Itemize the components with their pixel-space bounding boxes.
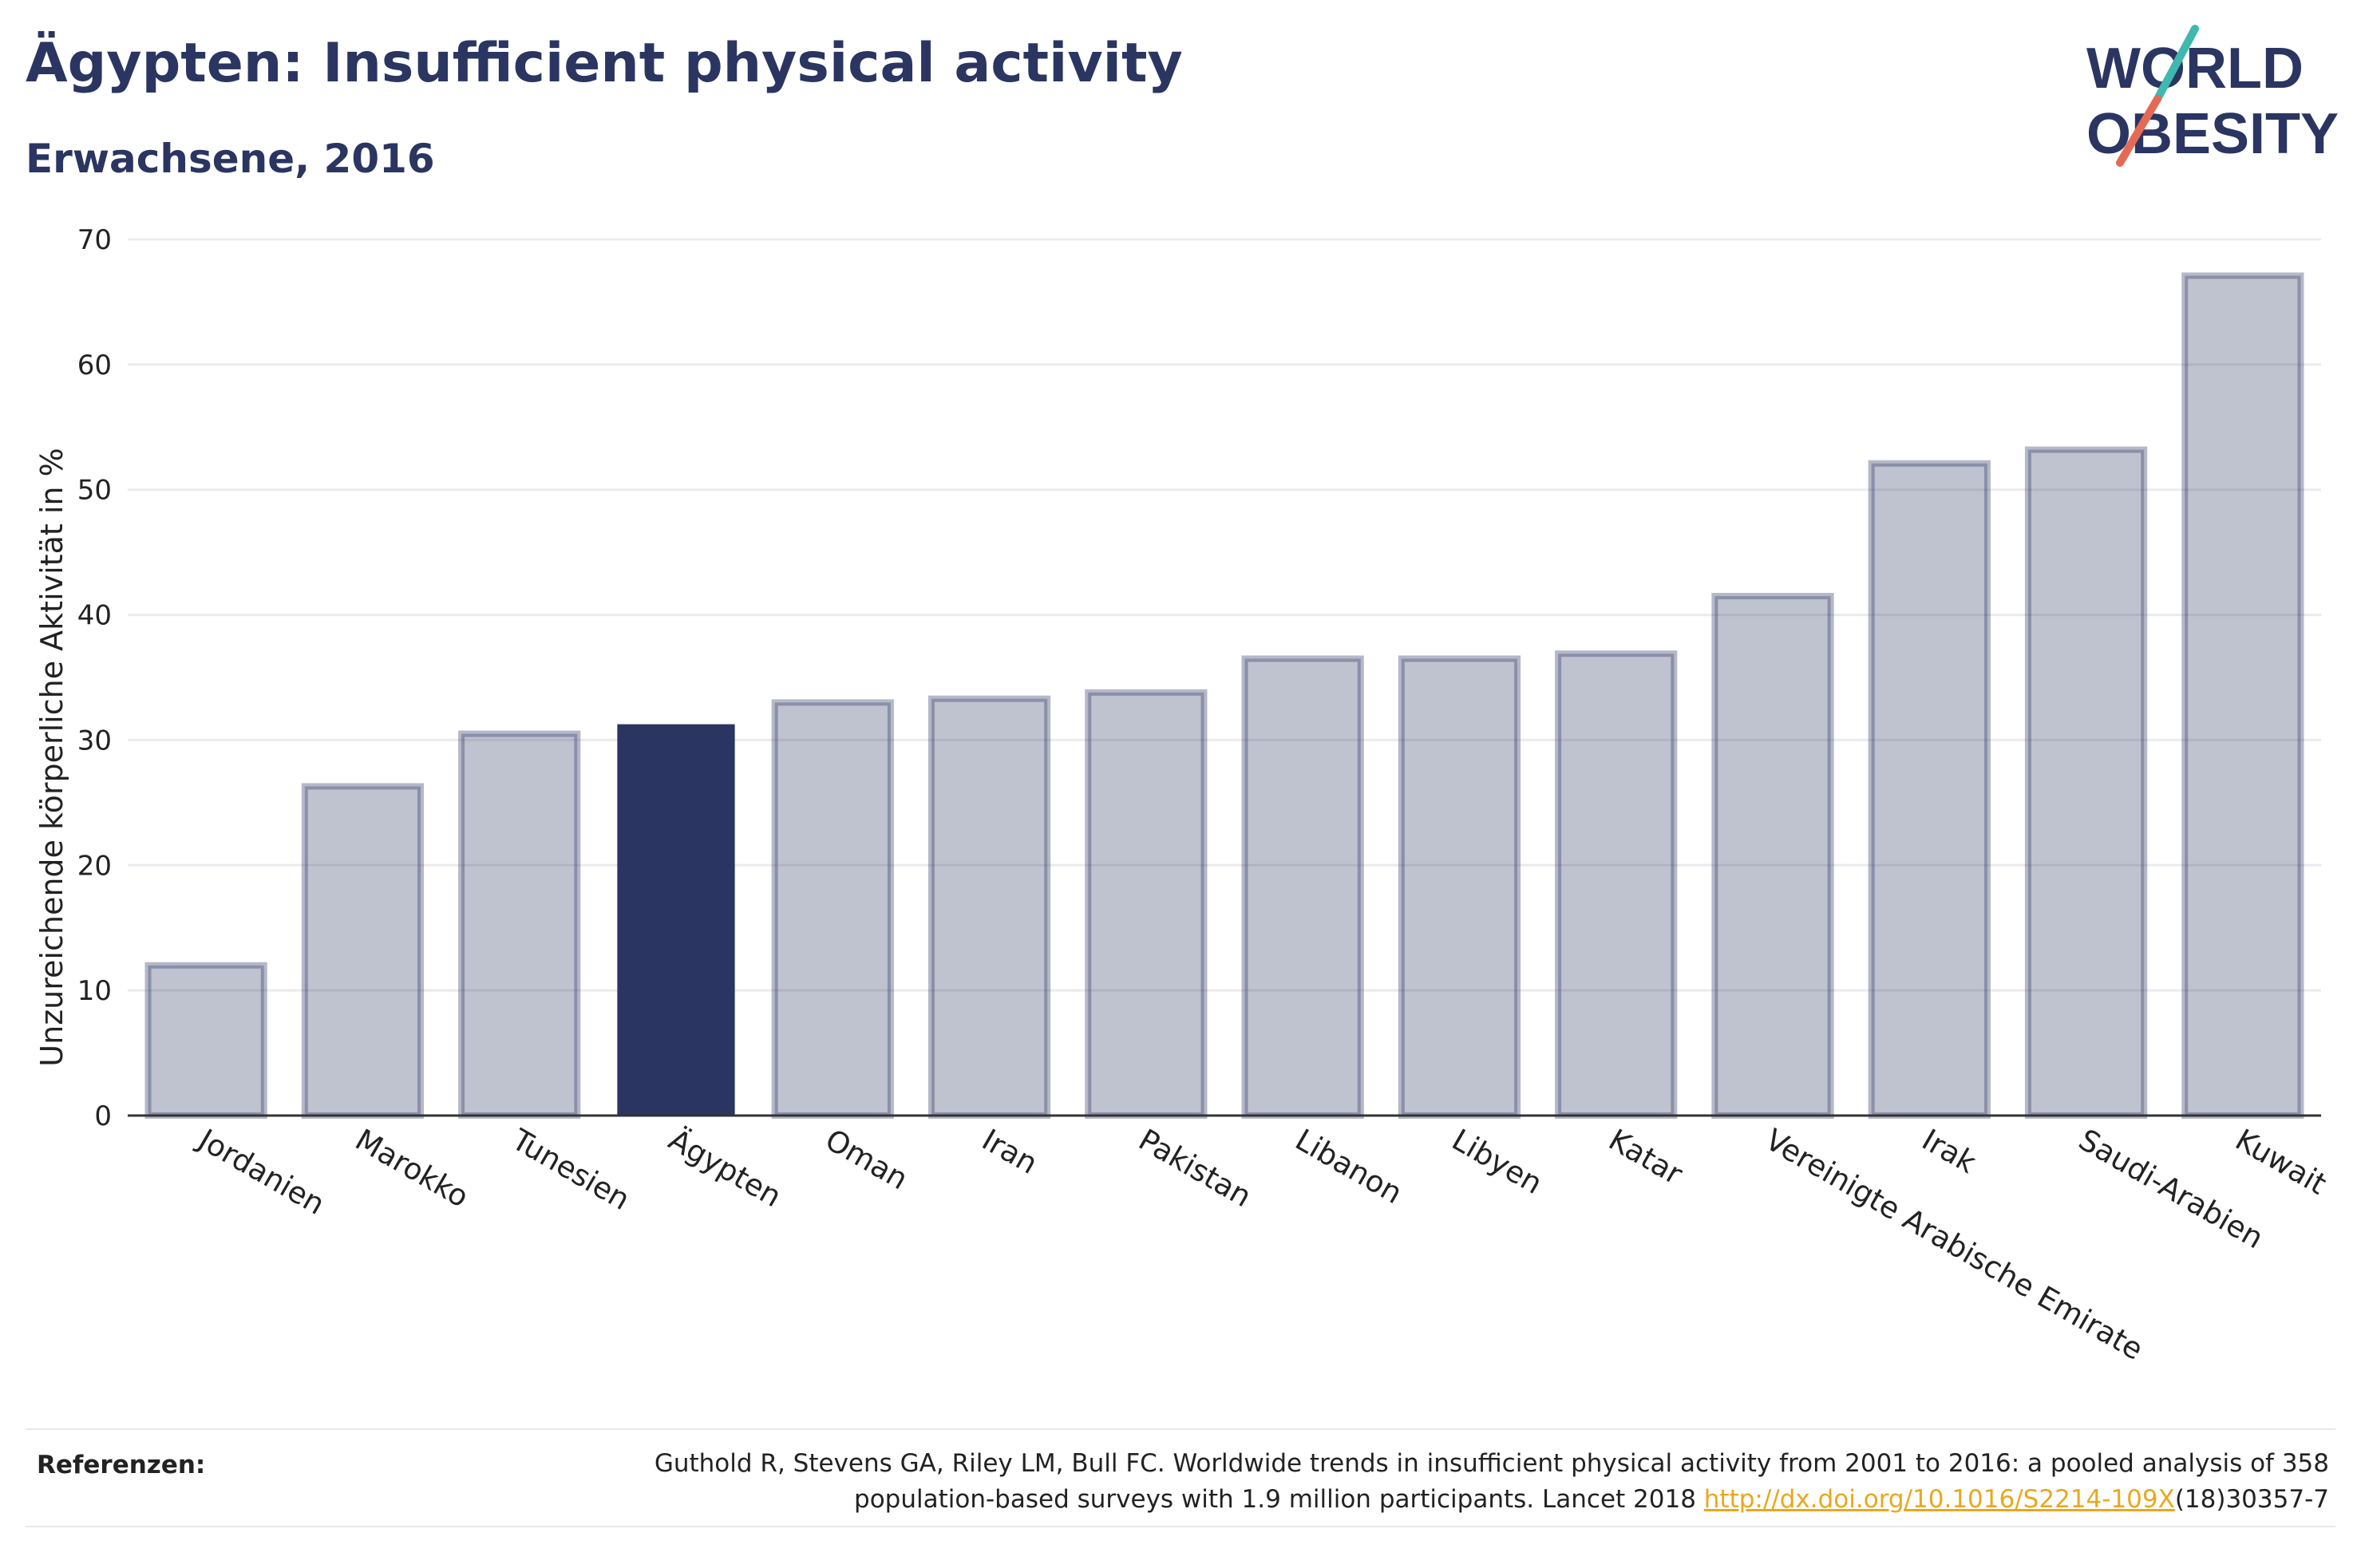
- reference-line-2-end: (18)30357-7: [2174, 1485, 2329, 1514]
- bar-vereinigte-arabische-emirate: [1711, 593, 1834, 1119]
- reference-line-1: Guthold R, Stevens GA, Riley LM, Bull FC…: [654, 1449, 2329, 1478]
- y-tick-label: 60: [77, 350, 112, 381]
- bar-saudi-arabien: [2024, 446, 2148, 1119]
- y-tick-label: 70: [77, 224, 112, 256]
- bar-libyen: [1398, 655, 1521, 1119]
- references-label: Referenzen:: [37, 1451, 206, 1479]
- x-tick-label: Libanon: [1290, 1123, 1408, 1211]
- bar-pakistan: [1085, 689, 1208, 1119]
- bar-tunesien: [458, 730, 581, 1119]
- x-tick-label: Oman: [820, 1123, 914, 1197]
- x-tick-label: Kuwait: [2229, 1123, 2332, 1202]
- reference-doi-link[interactable]: http://dx.doi.org/10.1016/S2214-109X: [1703, 1485, 2175, 1514]
- x-axis-labels: Jordanien Marokko Tunesien Ägypten Oman Iran P…: [192, 1122, 2332, 1367]
- x-tick-label: Libyen: [1446, 1123, 1548, 1201]
- x-tick-label: Katar: [1603, 1123, 1689, 1192]
- bar-marokko: [301, 783, 425, 1119]
- svg-text:WORLD: WORLD: [2086, 37, 2304, 101]
- y-axis-ticks: 0 10 20 30 40 50 60 70: [77, 224, 112, 1132]
- references-divider-bottom: [26, 1526, 2335, 1527]
- x-tick-label: Ägypten: [663, 1123, 788, 1215]
- y-tick-label: 50: [77, 475, 112, 507]
- bar-irak: [1868, 460, 1991, 1119]
- y-axis-label: Unzureichende körperliche Aktivität in %: [34, 448, 69, 1066]
- bar-katar: [1555, 650, 1678, 1119]
- x-tick-label: Marokko: [350, 1123, 474, 1215]
- bar-jordanien: [144, 962, 267, 1120]
- reference-line-2: population-based surveys with 1.9 millio…: [854, 1485, 1704, 1514]
- bar-ägypten: [617, 724, 735, 1116]
- bar-kuwait: [2181, 272, 2304, 1120]
- x-tick-label: Jordanien: [192, 1122, 330, 1222]
- references-text: Guthold R, Stevens GA, Riley LM, Bull FC…: [493, 1446, 2329, 1518]
- y-tick-label: 40: [77, 600, 112, 632]
- x-tick-label: Pakistan: [1133, 1123, 1257, 1215]
- world-obesity-logo: WORLD OBESITY: [2086, 25, 2339, 167]
- references-divider-top: [26, 1428, 2335, 1430]
- y-tick-label: 20: [77, 850, 112, 882]
- y-tick-label: 10: [77, 975, 112, 1007]
- bar-iran: [927, 695, 1051, 1119]
- bar-oman: [771, 699, 894, 1119]
- x-tick-label: Irak: [1916, 1123, 1983, 1181]
- y-tick-label: 30: [77, 725, 112, 756]
- y-tick-label: 0: [94, 1100, 112, 1132]
- x-tick-label: Tunesien: [505, 1122, 635, 1217]
- bars: [144, 272, 2304, 1120]
- bar-libanon: [1241, 655, 1364, 1119]
- grid-lines: [128, 238, 2321, 992]
- bar-chart: 0 10 20 30 40 50 60 70 Jordanien Marokko Tunesien…: [34, 224, 2332, 1367]
- chart-subtitle: Erwachsene, 2016: [26, 136, 435, 182]
- chart-title: Ägypten: Insufficient physical activity: [26, 32, 1183, 95]
- x-tick-label: Iran: [976, 1123, 1043, 1181]
